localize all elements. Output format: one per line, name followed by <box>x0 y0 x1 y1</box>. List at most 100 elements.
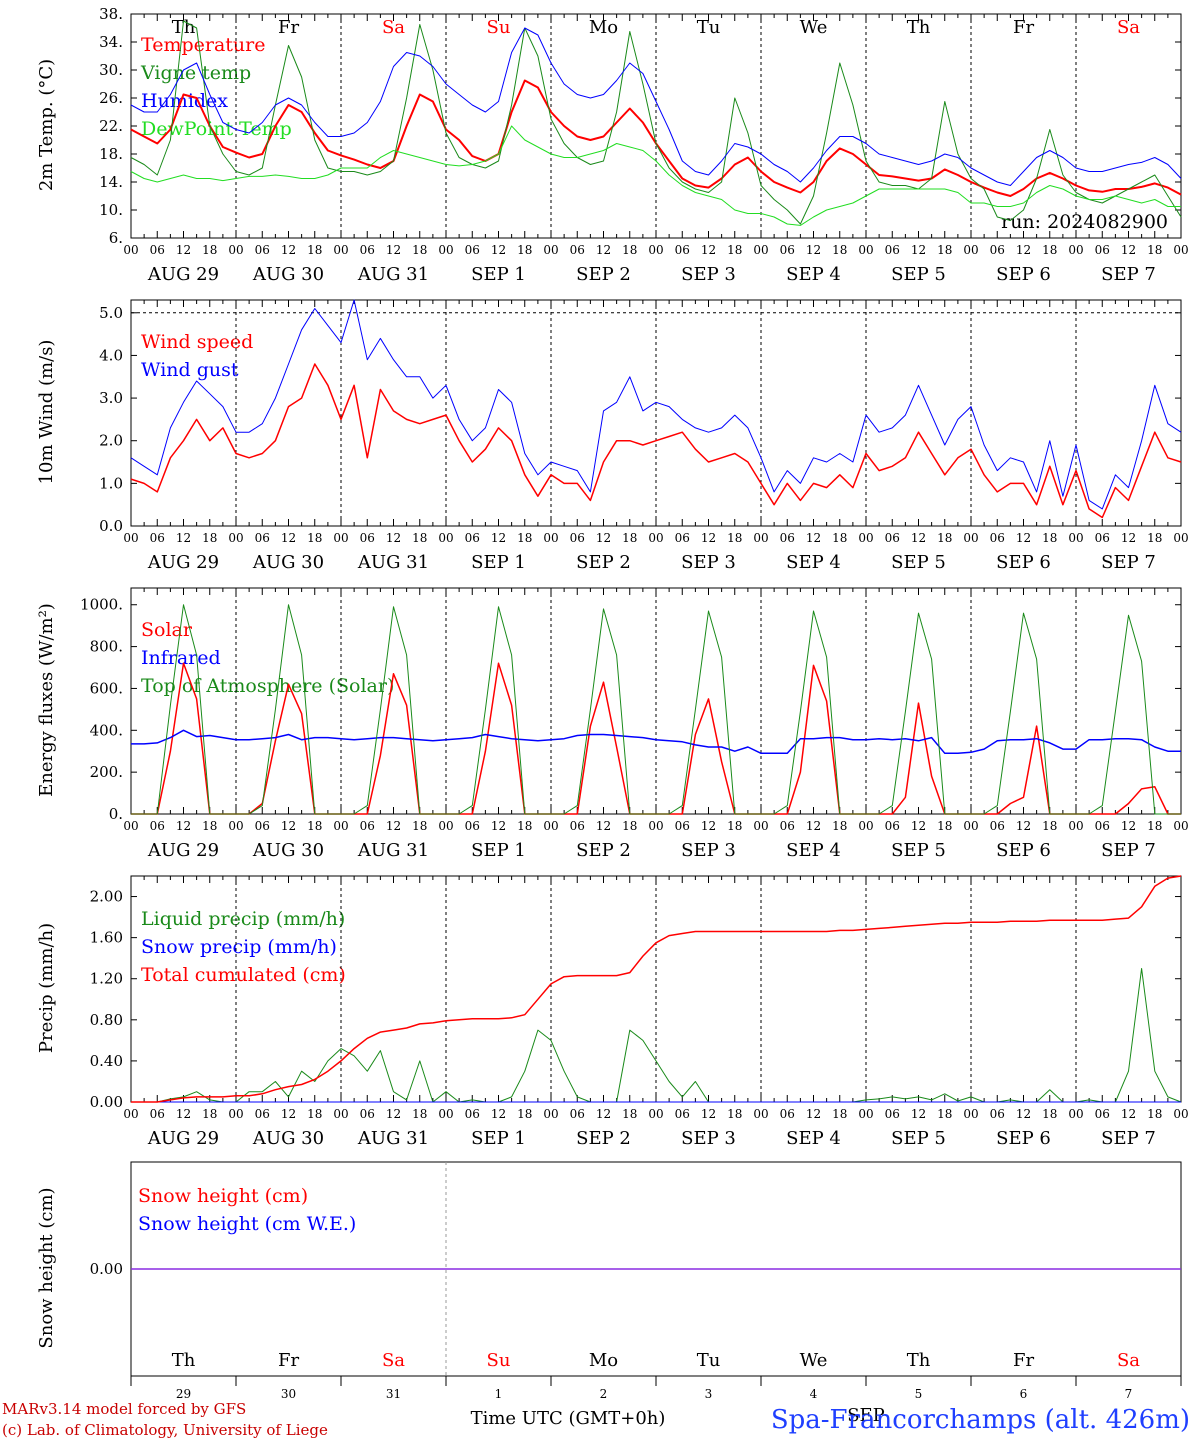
hour-tick-label: 12 <box>911 1107 926 1121</box>
panel-3 <box>130 587 1182 815</box>
hour-tick-label: 00 <box>648 531 663 545</box>
hour-tick-label: 12 <box>701 1107 716 1121</box>
hour-tick-label: 06 <box>570 1107 585 1121</box>
hour-tick-label: 06 <box>570 819 585 833</box>
day-of-week-label: Fr <box>1013 17 1034 38</box>
hour-tick-label: 18 <box>622 531 637 545</box>
day-of-week-label: Sa <box>1117 1350 1140 1371</box>
y-tick-label: 400. <box>90 721 123 739</box>
series-line-top-of-atmosphere-solar <box>131 604 1181 815</box>
hour-tick-label: 18 <box>622 1107 637 1121</box>
hour-tick-label: 18 <box>412 243 427 257</box>
hour-tick-label: 18 <box>307 1107 322 1121</box>
date-label: AUG 30 <box>252 840 324 861</box>
hour-tick-label: 06 <box>675 531 690 545</box>
date-label: SEP 2 <box>576 552 631 573</box>
hour-tick-label: 00 <box>123 819 138 833</box>
hour-tick-label: 18 <box>622 819 637 833</box>
date-label: AUG 30 <box>252 1128 324 1149</box>
hour-tick-label: 18 <box>1042 531 1057 545</box>
hour-tick-label: 18 <box>832 819 847 833</box>
series-line-humidex <box>130 27 1182 186</box>
hour-tick-label: 12 <box>806 531 821 545</box>
day-of-week-label: Fr <box>278 1350 299 1371</box>
y-tick-label: 5.0 <box>99 304 123 322</box>
hour-tick-label: 18 <box>202 819 217 833</box>
hour-tick-label: 12 <box>281 531 296 545</box>
day-number-label: 1 <box>495 1387 503 1401</box>
day-number-label: 5 <box>915 1387 923 1401</box>
day-of-week-label: We <box>800 17 828 38</box>
y-tick-label: 1.0 <box>99 474 123 492</box>
hour-tick-label: 00 <box>543 1107 558 1121</box>
date-label: SEP 3 <box>681 264 736 285</box>
hour-tick-label: 00 <box>753 819 768 833</box>
hour-tick-label: 12 <box>176 819 191 833</box>
hour-tick-label: 06 <box>465 243 480 257</box>
day-of-week-label: Sa <box>1117 17 1140 38</box>
day-of-week-label: Tu <box>697 1350 721 1371</box>
hour-tick-label: 12 <box>1121 819 1136 833</box>
hour-tick-label: 18 <box>1042 243 1057 257</box>
date-label: SEP 5 <box>891 552 946 573</box>
date-label: SEP 5 <box>891 1128 946 1149</box>
date-label: AUG 29 <box>147 552 219 573</box>
legend-entry: Wind gust <box>141 359 239 381</box>
legend-entry: DewPoint Temp <box>141 118 292 140</box>
hour-tick-label: 06 <box>255 819 270 833</box>
date-label: SEP 5 <box>891 264 946 285</box>
hour-tick-label: 18 <box>832 243 847 257</box>
date-label: SEP 4 <box>786 840 841 861</box>
hour-tick-label: 06 <box>255 243 270 257</box>
date-label: SEP 2 <box>576 1128 631 1149</box>
y-tick-label: 200. <box>90 763 123 781</box>
hour-tick-label: 12 <box>911 531 926 545</box>
hour-tick-label: 00 <box>438 819 453 833</box>
date-label: SEP 6 <box>996 264 1051 285</box>
y-tick-label: 26. <box>99 89 123 107</box>
hour-tick-label: 06 <box>465 1107 480 1121</box>
hour-tick-label: 00 <box>648 1107 663 1121</box>
hour-tick-label: 00 <box>1068 819 1083 833</box>
hour-tick-label: 00 <box>1068 243 1083 257</box>
date-label: SEP 4 <box>786 552 841 573</box>
legend-entry: Total cumulated (cm) <box>141 964 346 986</box>
day-of-week-label: Th <box>172 1350 196 1371</box>
y-tick-label: 34. <box>99 33 123 51</box>
day-of-week-label: Sa <box>382 1350 405 1371</box>
hour-tick-label: 00 <box>1173 819 1188 833</box>
panel-1 <box>130 13 1182 239</box>
y-axis-label: Energy fluxes (W/m²) <box>36 603 57 797</box>
day-of-week-label: We <box>800 1350 828 1371</box>
hour-tick-label: 06 <box>1095 1107 1110 1121</box>
hour-tick-label: 00 <box>1173 1107 1188 1121</box>
hour-tick-label: 00 <box>1068 1107 1083 1121</box>
day-of-week-label: Tu <box>697 17 721 38</box>
day-of-week-label: Th <box>907 1350 931 1371</box>
hour-tick-label: 06 <box>465 531 480 545</box>
hour-tick-label: 00 <box>858 819 873 833</box>
date-label: SEP 1 <box>471 840 526 861</box>
hour-tick-label: 06 <box>675 819 690 833</box>
hour-tick-label: 06 <box>885 531 900 545</box>
hour-tick-label: 18 <box>727 1107 742 1121</box>
hour-tick-label: 00 <box>438 531 453 545</box>
month-label: SEP <box>847 1405 885 1426</box>
y-tick-label: 6. <box>109 229 123 247</box>
hour-tick-label: 18 <box>412 531 427 545</box>
hour-tick-label: 06 <box>150 243 165 257</box>
day-of-week-label: Mo <box>589 17 618 38</box>
hour-tick-label: 18 <box>727 243 742 257</box>
hour-tick-label: 00 <box>543 243 558 257</box>
hour-tick-label: 12 <box>1121 531 1136 545</box>
hour-tick-label: 00 <box>228 243 243 257</box>
date-label: AUG 31 <box>357 552 429 573</box>
date-label: AUG 30 <box>252 264 324 285</box>
y-tick-label: 10. <box>99 201 123 219</box>
hour-tick-label: 18 <box>202 243 217 257</box>
hour-tick-label: 18 <box>727 531 742 545</box>
date-label: AUG 31 <box>357 840 429 861</box>
hour-tick-label: 18 <box>517 531 532 545</box>
day-of-week-label: Su <box>487 17 511 38</box>
